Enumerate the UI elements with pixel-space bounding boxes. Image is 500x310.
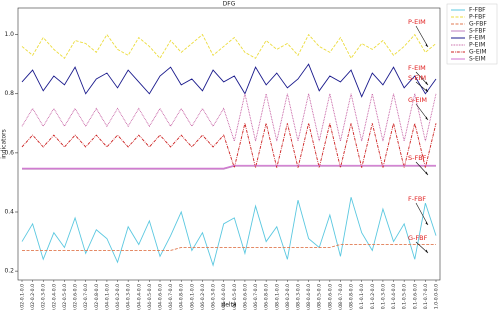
annotation: G-EIM bbox=[408, 96, 427, 104]
x-tick-label: 0.06-0.6-0.0 bbox=[242, 284, 248, 310]
series-line bbox=[21, 197, 437, 267]
x-tick-label: 0.06-0.1-0.0 bbox=[189, 284, 195, 310]
chart-title: DFG bbox=[223, 1, 236, 8]
annotation: S-EIM bbox=[408, 74, 426, 82]
y-tick-label: 0.8 bbox=[4, 90, 14, 97]
x-tick-label: 0.02-0.3-0.0 bbox=[41, 284, 47, 310]
x-tick-label: 0.04-0.4-0.0 bbox=[136, 284, 142, 310]
legend-box bbox=[446, 3, 498, 65]
legend-label: P-FBF bbox=[469, 14, 486, 21]
x-tick-label: 0.02-0.8-0.0 bbox=[94, 284, 100, 310]
annotation-arrow bbox=[415, 25, 429, 48]
x-tick-label: 0.08-0.2-0.0 bbox=[285, 284, 291, 310]
x-tick-label: 0.04-0.8-0.0 bbox=[179, 284, 185, 310]
annotation: P-EIM bbox=[408, 18, 426, 26]
legend-label: S-FBF bbox=[469, 28, 487, 35]
series-line bbox=[21, 93, 437, 143]
x-tick-label: 0.04-0.2-0.0 bbox=[115, 284, 121, 310]
x-tick-label: 0.06-0.3-0.0 bbox=[211, 284, 217, 310]
x-tick-label: 0.08-0.4-0.0 bbox=[306, 284, 312, 310]
x-tick-label: 0.02-0.7-0.0 bbox=[83, 284, 89, 310]
annotation-arrowhead bbox=[425, 88, 428, 92]
x-tick-label: 0.04-0.3-0.0 bbox=[126, 284, 132, 310]
annotation-arrowhead bbox=[425, 43, 428, 47]
x-tick-label: 0.02-0.6-0.0 bbox=[73, 284, 79, 310]
legend-label: G-FBF bbox=[469, 21, 487, 28]
legend-label: F-FBF bbox=[469, 7, 486, 14]
x-tick-label: 0.08-0.1-0.0 bbox=[274, 284, 280, 310]
x-tick-label: 0.08-0.7-0.0 bbox=[338, 284, 344, 310]
x-tick-label: 0.06-0.2-0.0 bbox=[200, 284, 206, 310]
x-tick-label: 0.1-0.6-0.0 bbox=[412, 284, 418, 309]
annotation: F-EIM bbox=[408, 64, 426, 72]
x-tick-label: 0.06-0.7-0.0 bbox=[253, 284, 259, 310]
x-tick-label: 0.06-0.8-0.0 bbox=[264, 284, 270, 310]
legend-label: F-EIM bbox=[469, 35, 485, 42]
x-axis-label: delta bbox=[221, 302, 237, 309]
x-tick-label: 0.02-0.2-0.0 bbox=[30, 284, 36, 310]
series-line bbox=[22, 244, 436, 251]
annotation-arrow bbox=[415, 202, 429, 226]
x-tick-label: 0.1-0.7-0.0 bbox=[423, 284, 429, 309]
series-line bbox=[21, 123, 437, 170]
annotation-arrowhead bbox=[425, 221, 428, 225]
plot-frame bbox=[17, 7, 441, 281]
x-tick-label: 0.04-0.6-0.0 bbox=[158, 284, 164, 310]
annotation: S-FBF bbox=[408, 154, 427, 162]
y-tick-label: 0.2 bbox=[4, 268, 14, 275]
annotation-arrowhead bbox=[425, 81, 428, 85]
x-tick-label: 0.06-0.5-0.0 bbox=[232, 284, 238, 310]
legend-label: P-EIM bbox=[469, 42, 485, 49]
x-tick-label: 0.04-0.5-0.0 bbox=[147, 284, 153, 310]
annotation-arrowhead bbox=[425, 249, 428, 253]
x-tick-label: 0.04-0.1-0.0 bbox=[104, 284, 110, 310]
annotation-arrowhead bbox=[425, 116, 428, 120]
annotation-arrowhead bbox=[425, 171, 428, 175]
legend-label: G-EIM bbox=[469, 49, 487, 56]
annotation: G-FBF bbox=[408, 234, 428, 242]
series-line bbox=[22, 165, 436, 170]
x-tick-label: 0.08-0.8-0.0 bbox=[349, 284, 355, 310]
y-tick-label: 1.0 bbox=[4, 31, 14, 38]
x-tick-label: 1.0-0.0-0.0 bbox=[434, 284, 440, 309]
x-tick-label: 0.1-0.3-0.0 bbox=[380, 284, 386, 309]
x-tick-label: 0.1-0.1-0.0 bbox=[359, 284, 365, 309]
x-tick-label: 0.02-0.4-0.0 bbox=[51, 284, 57, 310]
series-line bbox=[21, 63, 437, 98]
x-tick-label: 0.02-0.5-0.0 bbox=[62, 284, 68, 310]
x-tick-label: 0.08-0.3-0.0 bbox=[296, 284, 302, 310]
series-line bbox=[21, 33, 437, 60]
x-tick-label: 0.02-0.1-0.0 bbox=[20, 284, 26, 310]
x-tick-label: 0.04-0.7-0.0 bbox=[168, 284, 174, 310]
x-tick-label: 0.08-0.5-0.0 bbox=[317, 284, 323, 310]
annotation-arrow bbox=[415, 103, 429, 121]
series-line bbox=[22, 164, 436, 169]
x-tick-label: 0.1-0.4-0.0 bbox=[391, 284, 397, 309]
x-tick-label: 0.06-0.4-0.0 bbox=[221, 284, 227, 310]
y-axis-label: indicators bbox=[1, 129, 8, 159]
x-tick-label: 0.1-0.2-0.0 bbox=[370, 284, 376, 309]
y-tick-label: 0.4 bbox=[4, 209, 14, 216]
legend-label: S-EIM bbox=[469, 56, 486, 63]
y-tick-label: 0.6 bbox=[4, 149, 14, 156]
annotation: F-FBF bbox=[408, 195, 426, 203]
x-tick-label: 0.08-0.6-0.0 bbox=[327, 284, 333, 310]
x-tick-label: 0.1-0.5-0.0 bbox=[402, 284, 408, 309]
